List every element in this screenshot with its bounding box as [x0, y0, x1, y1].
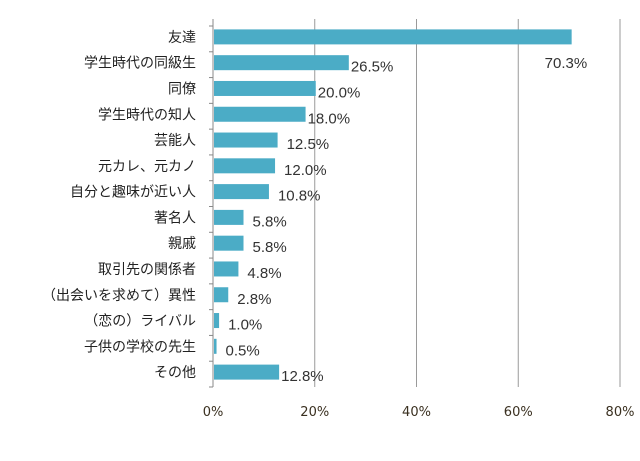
bar	[214, 338, 217, 354]
bar	[214, 158, 276, 174]
data-label: 5.8%	[253, 239, 287, 256]
bar	[214, 287, 229, 303]
data-label: 4.8%	[247, 265, 281, 282]
category-label: 学生時代の知人	[98, 106, 196, 123]
data-label: 12.8%	[281, 368, 324, 385]
category-label: 同僚	[168, 81, 196, 97]
bar	[214, 55, 349, 71]
x-tick-label: 60%	[504, 405, 533, 420]
data-label: 70.3%	[545, 55, 588, 72]
category-label: （恋の）ライバル	[84, 313, 196, 330]
bar	[214, 209, 244, 225]
data-label: 1.0%	[228, 317, 262, 334]
data-label: 18.0%	[308, 110, 351, 127]
bar	[214, 80, 316, 96]
data-label: 20.0%	[318, 84, 361, 101]
bar	[214, 132, 278, 148]
bar	[214, 29, 572, 45]
data-label: 12.0%	[284, 162, 327, 179]
x-tick-label: 0%	[203, 405, 224, 420]
category-label: 友達	[168, 30, 196, 46]
data-label: 12.5%	[287, 136, 330, 153]
category-label: 取引先の関係者	[98, 262, 196, 278]
category-label: 芸能人	[154, 133, 196, 149]
bar	[214, 184, 269, 200]
x-tick-label: 20%	[300, 405, 329, 420]
data-label: 10.8%	[278, 188, 321, 205]
category-label: 子供の学校の先生	[84, 338, 196, 355]
bar	[214, 106, 306, 122]
x-tick-label: 80%	[606, 405, 635, 420]
category-label: （出会いを求めて）異性	[42, 288, 196, 304]
data-label: 5.8%	[253, 213, 287, 230]
category-label: 自分と趣味が近い人	[70, 185, 196, 201]
category-label: 著名人	[154, 210, 196, 226]
category-label: その他	[154, 365, 196, 381]
category-label: 学生時代の同級生	[84, 56, 196, 72]
data-label: 26.5%	[351, 59, 394, 76]
data-label: 0.5%	[226, 342, 260, 359]
bar	[214, 313, 220, 329]
bar	[214, 235, 244, 251]
x-tick-label: 40%	[402, 405, 431, 420]
category-label: 親戚	[168, 236, 196, 252]
data-label: 2.8%	[237, 291, 271, 308]
category-label: 元カレ、元カノ	[98, 159, 196, 175]
bar	[214, 261, 239, 277]
bar	[214, 364, 280, 380]
